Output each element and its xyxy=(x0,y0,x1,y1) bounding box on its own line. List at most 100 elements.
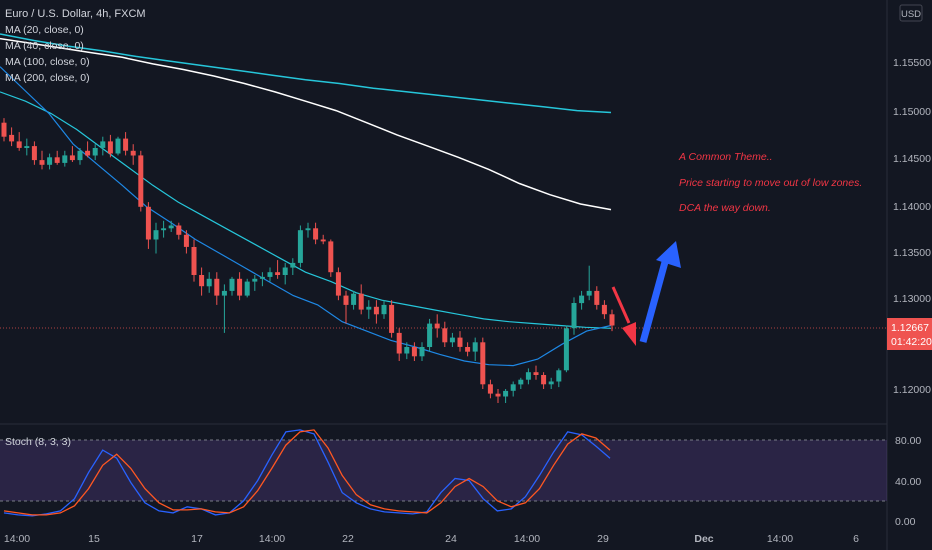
candle-body xyxy=(183,234,189,247)
candle-body xyxy=(351,293,357,305)
candle-body xyxy=(24,146,30,148)
candle-body xyxy=(396,332,402,354)
candle-body xyxy=(373,306,379,315)
candle-body xyxy=(510,384,516,391)
candle-body xyxy=(389,304,395,333)
annotation-line-2: Price starting to move out of low zones. xyxy=(679,177,862,189)
candle-body xyxy=(267,272,273,277)
candle-body xyxy=(259,276,265,279)
candle-body xyxy=(343,295,349,305)
candle-body xyxy=(115,138,121,154)
time-tick: 6 xyxy=(853,533,859,545)
stoch-d-line xyxy=(3,429,611,516)
candle-body xyxy=(609,314,615,326)
candle-body xyxy=(579,295,585,304)
candle-body xyxy=(457,337,463,347)
candle-body xyxy=(381,304,387,315)
candle-body xyxy=(487,384,493,394)
symbol-title[interactable]: Euro / U.S. Dollar, 4h, FXCM xyxy=(5,8,146,20)
ma-100-line xyxy=(0,37,612,211)
time-tick: 17 xyxy=(191,533,203,545)
time-tick: Dec xyxy=(694,533,713,545)
current-price-label: 1.12667 01:42:20 xyxy=(887,318,932,350)
price-tick: 1.14000 xyxy=(893,201,931,213)
annotation-line-1: A Common Theme.. xyxy=(678,151,773,163)
candle-body xyxy=(123,138,129,151)
candle-body xyxy=(282,267,288,275)
candle-body xyxy=(191,247,197,275)
ma-200-line xyxy=(0,33,612,114)
candle-body xyxy=(39,160,45,165)
candle-body xyxy=(571,303,577,329)
candle-body xyxy=(54,157,60,163)
candle-body xyxy=(62,155,68,163)
stoch-tick: 80.00 xyxy=(895,435,921,447)
candle-body xyxy=(601,304,607,315)
currency-button[interactable]: USD xyxy=(899,4,923,22)
ma-100-legend[interactable]: MA (100, close, 0) xyxy=(5,56,90,68)
candle-body xyxy=(237,278,243,296)
time-axis[interactable]: 14:00 15 17 14:00 22 24 14:00 29 Dec 14:… xyxy=(4,533,859,545)
candle-body xyxy=(495,393,501,397)
price-tick: 1.15000 xyxy=(893,106,931,118)
candle-body xyxy=(358,293,364,310)
time-tick: 14:00 xyxy=(4,533,30,545)
candle-body xyxy=(77,150,83,161)
annotation-line-3: DCA the way down. xyxy=(679,202,771,214)
svg-text:1.12667: 1.12667 xyxy=(891,322,929,334)
candle-body xyxy=(214,278,220,296)
candle-body xyxy=(442,328,448,343)
candle-body xyxy=(199,275,205,287)
ma-20-line xyxy=(0,66,612,367)
candle-body xyxy=(465,347,471,352)
time-tick: 14:00 xyxy=(514,533,540,545)
candle-body xyxy=(153,230,159,240)
candles xyxy=(1,118,615,403)
candle-body xyxy=(229,278,235,291)
ma-40-line xyxy=(0,91,612,329)
candle-body xyxy=(411,347,417,357)
candle-body xyxy=(548,381,554,385)
candle-body xyxy=(305,228,311,231)
stoch-legend[interactable]: Stoch (8, 3, 3) xyxy=(5,436,71,448)
candle-body xyxy=(92,148,98,156)
candle-body xyxy=(252,278,258,282)
stoch-tick: 0.00 xyxy=(895,516,916,528)
candle-body xyxy=(419,347,425,357)
candle-body xyxy=(335,272,341,296)
candle-body xyxy=(472,342,478,352)
up-arrow xyxy=(639,241,681,343)
candle-body xyxy=(427,323,433,347)
ma-40-legend[interactable]: MA (40, close, 0) xyxy=(5,40,84,52)
candle-body xyxy=(138,155,144,207)
candle-body xyxy=(404,347,410,354)
time-tick: 22 xyxy=(342,533,354,545)
candle-body xyxy=(1,122,7,137)
candle-body xyxy=(9,134,15,142)
time-tick: 14:00 xyxy=(259,533,285,545)
candle-body xyxy=(297,230,303,263)
candle-body xyxy=(176,225,182,235)
price-tick: 1.12000 xyxy=(893,384,931,396)
candle-body xyxy=(449,337,455,343)
candle-body xyxy=(563,328,569,371)
candle-body xyxy=(85,150,91,156)
candle-body xyxy=(69,155,75,161)
candle-body xyxy=(47,157,53,165)
down-arrow xyxy=(611,286,636,346)
candle-body xyxy=(556,370,562,382)
price-axis[interactable]: 1.15500 1.15000 1.14500 1.14000 1.13500 … xyxy=(893,57,931,396)
candle-body xyxy=(145,206,151,240)
time-tick: 15 xyxy=(88,533,100,545)
candle-body xyxy=(107,141,113,154)
candle-body xyxy=(541,375,547,385)
candle-body xyxy=(290,262,296,268)
candle-body xyxy=(244,281,250,296)
ma-20-legend[interactable]: MA (20, close, 0) xyxy=(5,24,84,36)
ma-200-legend[interactable]: MA (200, close, 0) xyxy=(5,72,90,84)
price-tick: 1.13500 xyxy=(893,247,931,259)
candle-body xyxy=(275,272,281,275)
price-tick: 1.14500 xyxy=(893,153,931,165)
